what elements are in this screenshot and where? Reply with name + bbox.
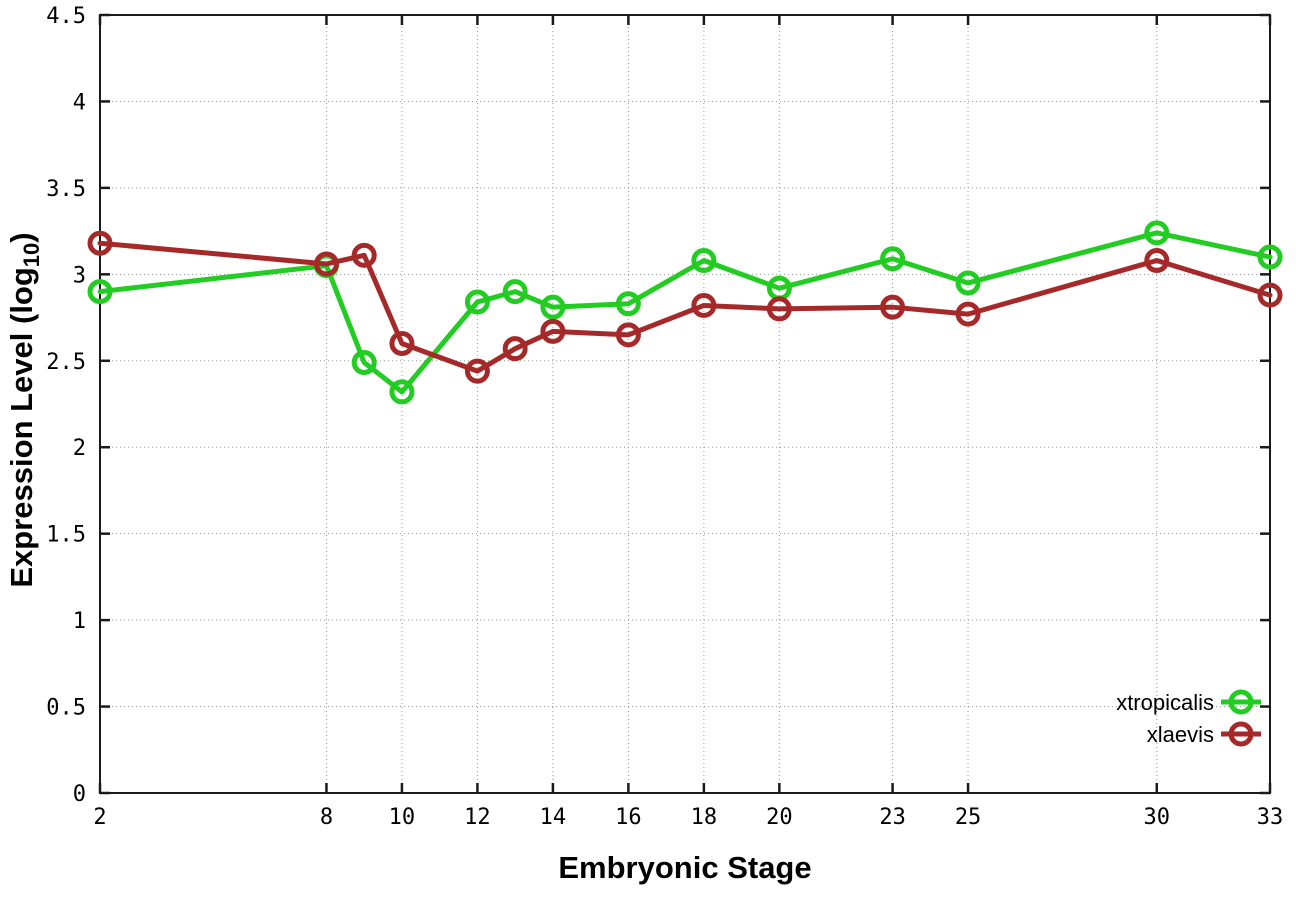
data-point-xlaevis <box>615 322 641 348</box>
axis-ticks <box>98 13 1272 795</box>
data-point-xlaevis <box>955 301 981 327</box>
data-point-xlaevis <box>766 296 792 322</box>
data-point-xtropicalis <box>351 350 377 376</box>
data-point-xtropicalis <box>955 270 981 296</box>
plot-frame <box>99 14 1271 794</box>
data-point-xtropicalis <box>540 294 566 320</box>
plot-border <box>99 14 1271 794</box>
legend-label: xtropicalis <box>1116 690 1214 715</box>
legend-marker-sample <box>1228 689 1254 715</box>
x-tick-label: 2 <box>93 805 106 830</box>
data-point-xlaevis <box>540 318 566 344</box>
legend-item-xtropicalis: xtropicalis <box>1116 689 1261 715</box>
y-tick-label: 2.5 <box>46 350 86 375</box>
axis-tick-labels: 2 8 10 12 14 16 18 20 23 25 30 33 0 0.5 1 1.5 2 2.5 3 3.5 4 4… <box>46 4 1283 830</box>
y-axis-title: Expression Level (log10) <box>4 232 44 587</box>
data-point-xlaevis <box>502 336 528 362</box>
data-point-xtropicalis <box>1257 244 1283 270</box>
y-tick-label: 1.5 <box>46 523 86 548</box>
data-point-xtropicalis <box>880 246 906 272</box>
data-point-xlaevis <box>691 292 717 318</box>
x-tick-label: 16 <box>615 805 642 830</box>
x-tick-label: 18 <box>691 805 718 830</box>
gridlines <box>99 14 1271 794</box>
data-point-xlaevis <box>1144 248 1170 274</box>
y-tick-label: 3 <box>73 263 86 288</box>
data-point-xtropicalis <box>87 279 113 305</box>
legend: xtropicalis xlaevis <box>1116 689 1261 747</box>
x-tick-label: 25 <box>955 805 982 830</box>
data-point-xlaevis <box>313 251 339 277</box>
series-line-xlaevis <box>97 240 1273 374</box>
legend-marker-sample <box>1228 721 1254 747</box>
data-point-xtropicalis <box>389 379 415 405</box>
x-axis-title: Embryonic Stage <box>558 850 811 885</box>
y-tick-label: 1 <box>73 609 86 634</box>
x-tick-label: 23 <box>879 805 906 830</box>
y-axis-title-end: ) <box>4 232 39 242</box>
data-point-xlaevis <box>1257 282 1283 308</box>
x-tick-label: 14 <box>540 805 567 830</box>
y-axis-title-subscript: 10 <box>19 243 44 267</box>
x-tick-label: 20 <box>766 805 793 830</box>
data-point-xtropicalis <box>615 291 641 317</box>
data-point-xlaevis <box>351 242 377 268</box>
y-tick-label: 0.5 <box>46 696 86 721</box>
x-tick-label: 33 <box>1257 805 1284 830</box>
y-tick-label: 0 <box>73 782 86 807</box>
x-tick-label: 12 <box>464 805 491 830</box>
y-tick-label: 3.5 <box>46 177 86 202</box>
y-tick-label: 2 <box>73 436 86 461</box>
data-point-xlaevis <box>87 230 113 256</box>
data-point-xtropicalis <box>464 289 490 315</box>
x-tick-label: 30 <box>1144 805 1171 830</box>
y-tick-label: 4 <box>73 90 86 115</box>
x-tick-label: 8 <box>320 805 333 830</box>
legend-label: xlaevis <box>1147 722 1214 747</box>
y-tick-label: 4.5 <box>46 4 86 29</box>
legend-item-xlaevis: xlaevis <box>1147 721 1261 747</box>
data-point-xlaevis <box>880 294 906 320</box>
data-point-xtropicalis <box>691 248 717 274</box>
data-point-xlaevis <box>389 330 415 356</box>
x-tick-label: 10 <box>389 805 416 830</box>
data-point-xtropicalis <box>1144 220 1170 246</box>
data-point-xtropicalis <box>502 279 528 305</box>
data-series <box>87 220 1283 405</box>
y-axis-title-main: Expression Level (log <box>4 267 39 587</box>
data-point-xlaevis <box>464 358 490 384</box>
